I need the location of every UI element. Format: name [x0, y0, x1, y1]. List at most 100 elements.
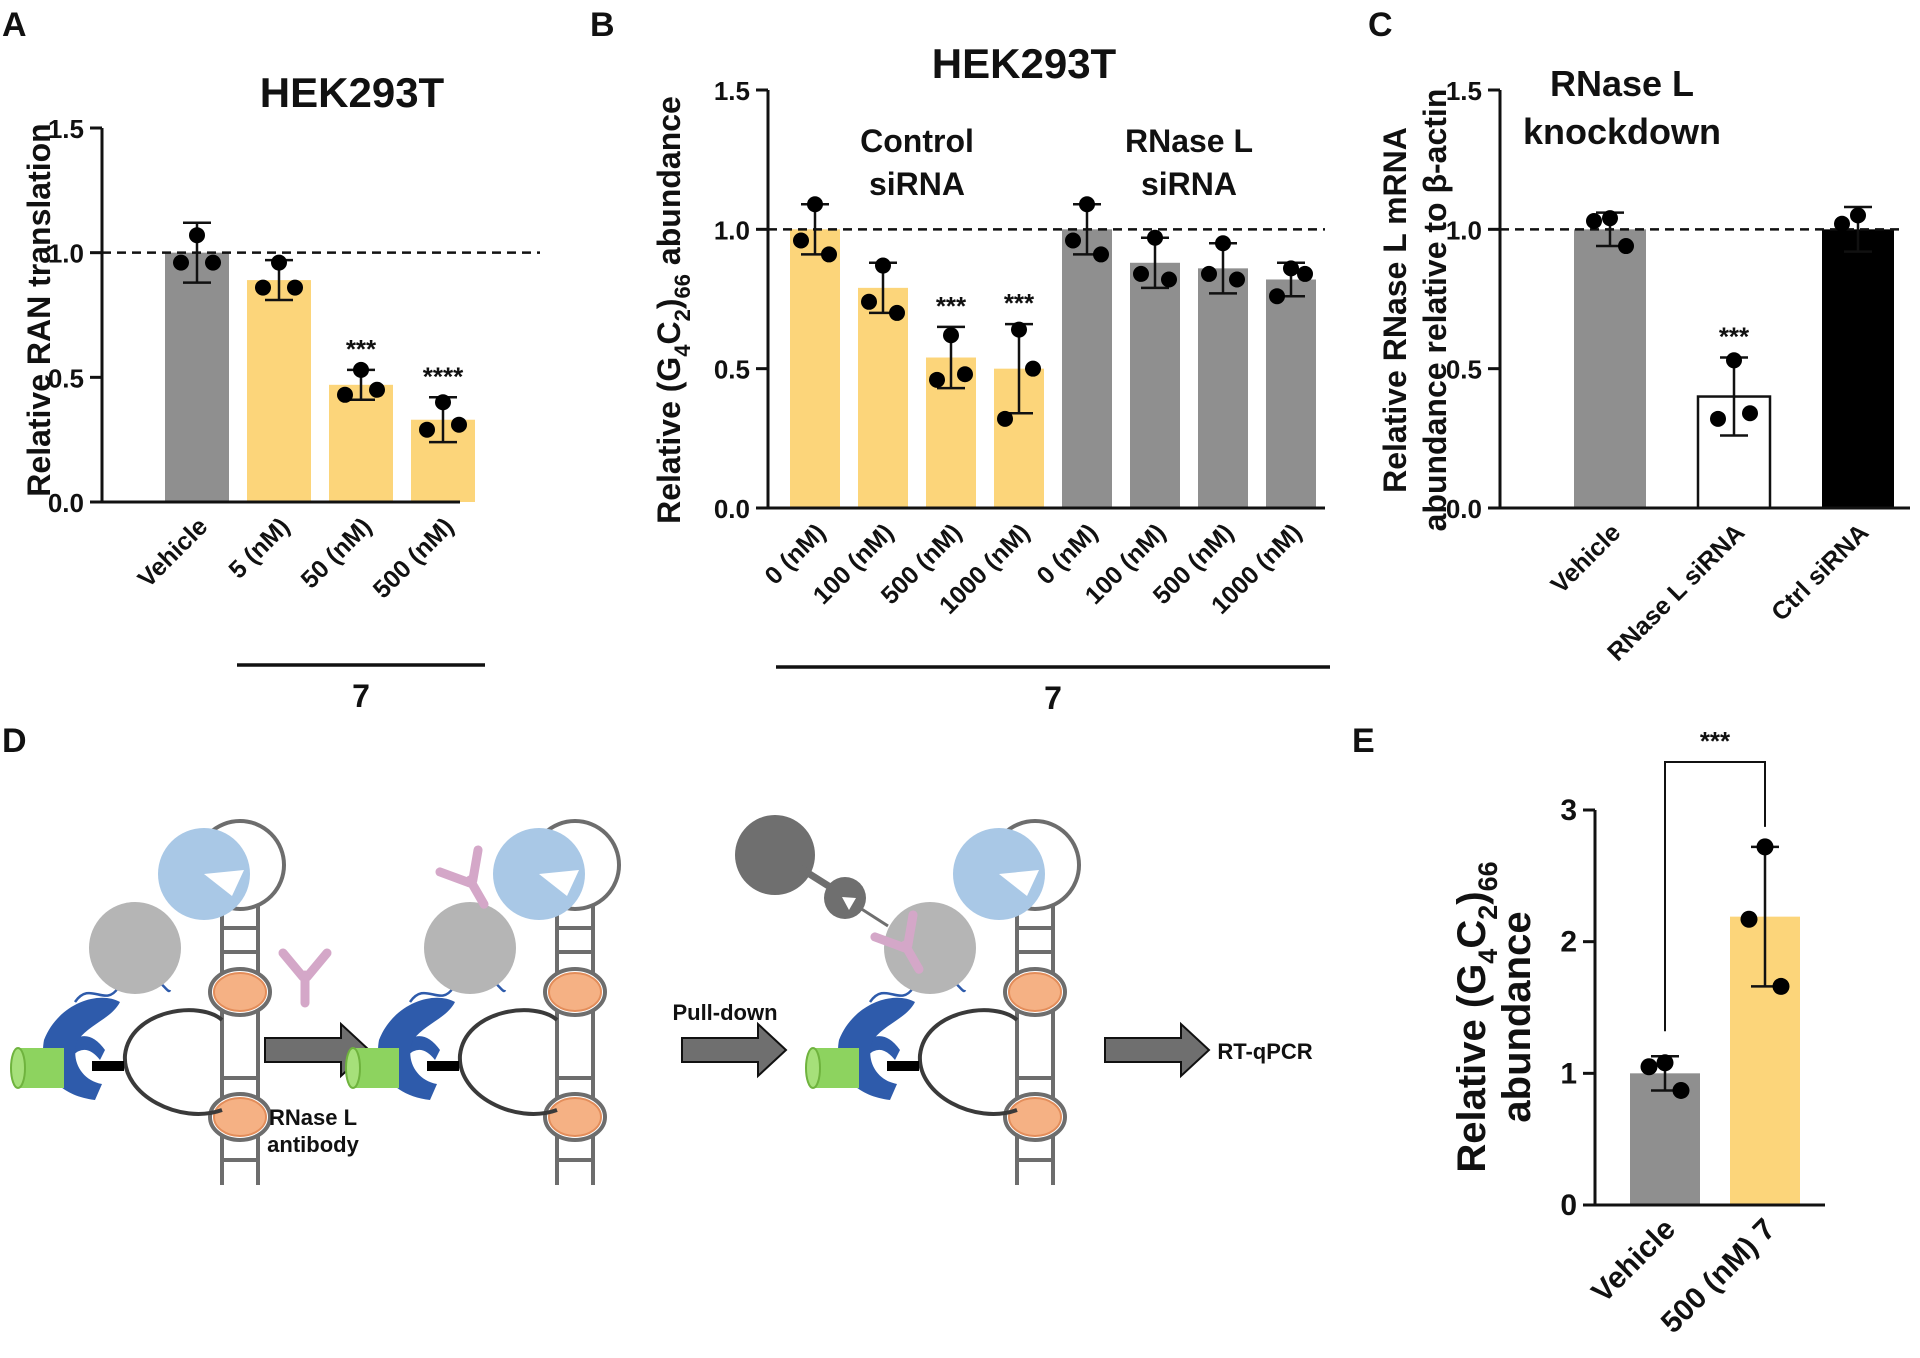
panel-c-x-tick-label: Vehicle: [1546, 518, 1627, 599]
panel-e-y-tick-label: 0: [1560, 1189, 1577, 1222]
panel-b-data-point: [1133, 265, 1149, 282]
panel-b-data-point: [807, 196, 823, 213]
panel-a: A HEK293T Relative RAN translation 0.00.…: [2, 6, 540, 714]
antibody-icon-free: [283, 953, 327, 1003]
panel-a-data-point: [337, 386, 353, 403]
panel-b-data-point: [957, 366, 973, 383]
panel-c-plot: 0.0 0.5 1.0 1.5 Vehicle *** RNase L siRNA Ctrl …: [1446, 76, 1910, 667]
panel-b-data-point: [889, 304, 905, 321]
panel-b-bar: [1130, 262, 1180, 508]
panel-e: E Relative (G4C2)66 abundance 0 1 2 3 Vehicl…: [1352, 722, 1825, 1340]
panel-a-data-point: [451, 416, 467, 433]
panel-e-comparison-bracket: [1664, 761, 1766, 1032]
panel-c-data-point: [1866, 232, 1882, 249]
panel-letter-e: E: [1352, 722, 1375, 760]
panel-a-y-tick-label: 0.0: [48, 488, 84, 518]
panel-b-significance: ***: [1004, 288, 1035, 318]
panel-b-y-axis-label: Relative (G4C2)66 abundance: [651, 96, 695, 524]
pulldown-label: Pull-down: [672, 1000, 777, 1025]
panel-e-data-point: [1640, 1058, 1658, 1076]
panel-letter-d: D: [2, 722, 27, 760]
panel-a-data-point: [271, 254, 287, 271]
panel-a-group-label: 7: [352, 678, 370, 714]
panel-b-group-annotation-line2: siRNA: [869, 166, 965, 202]
panel-b-data-point: [1269, 288, 1285, 305]
panel-c-y-tick-label: 1.5: [1446, 76, 1482, 106]
panel-letter-b: B: [590, 6, 615, 44]
panel-c-y-tick-label: 1.0: [1446, 215, 1482, 245]
panel-letter-a: A: [2, 6, 27, 44]
panel-e-data-point: [1740, 910, 1758, 928]
panel-e-y-axis-label-line2: abundance: [1495, 911, 1539, 1122]
panel-e-y-axis-label-line1: Relative (G4C2)66: [1450, 861, 1503, 1172]
panel-a-x-tick-label: Vehicle: [133, 512, 214, 593]
panel-a-y-tick-label: 1.0: [48, 239, 84, 269]
panel-b-data-point: [997, 410, 1013, 427]
panel-a-x-tick-label: 5 (nM): [223, 512, 295, 584]
panel-a-data-point: [353, 361, 369, 378]
panel-c: C RNase L knockdown Relative RNase L mRN…: [1368, 6, 1910, 667]
panel-b-data-point: [1093, 246, 1109, 263]
panel-d: D: [2, 722, 1313, 1187]
arrow-icon-3: [1104, 1023, 1210, 1077]
panel-b-bar: [1266, 279, 1316, 508]
panel-b-bar: [1062, 229, 1112, 509]
bead-icon: [735, 815, 889, 928]
panel-b-bar: [858, 287, 908, 508]
panel-c-data-point: [1602, 210, 1618, 227]
panel-b-title: HEK293T: [932, 40, 1117, 87]
panel-letter-c: C: [1368, 6, 1393, 44]
panel-c-data-point: [1850, 207, 1866, 224]
panel-b-y-tick-label: 1.0: [714, 215, 750, 245]
panel-b-data-point: [1079, 196, 1095, 213]
panel-e-data-point: [1672, 1081, 1690, 1099]
panel-c-data-point: [1586, 212, 1602, 229]
panel-b-group-annotation-line1: RNase L: [1125, 123, 1253, 159]
panel-c-data-point: [1834, 215, 1850, 232]
panel-b-data-point: [861, 293, 877, 310]
panel-b-data-point: [1283, 260, 1299, 277]
panel-c-data-point: [1742, 405, 1758, 422]
panel-b: B HEK293T Relative (G4C2)66 abundance 0.…: [590, 6, 1330, 716]
rna-hairpin-complex-2: [344, 819, 621, 1187]
panel-b-data-point: [875, 257, 891, 274]
panel-b-y-tick-label: 0.5: [714, 355, 750, 385]
panel-c-x-tick-label: Ctrl siRNA: [1766, 518, 1874, 626]
panel-a-x-tick-label: 500 (nM): [368, 512, 460, 604]
panel-b-data-point: [1229, 271, 1245, 288]
panel-c-title-line1: RNase L: [1550, 63, 1694, 104]
panel-c-y-axis-label-line1: Relative RNase L mRNA: [1377, 127, 1413, 493]
panel-b-data-point: [1025, 360, 1041, 377]
panel-a-data-point: [369, 381, 385, 398]
panel-e-bar: [1630, 1073, 1700, 1205]
panel-b-plot: 0.00.51.01.50 (nM)100 (nM)***500 (nM)***…: [714, 76, 1330, 716]
panel-b-group-label: 7: [1044, 680, 1062, 716]
panel-a-data-point: [205, 254, 221, 271]
panel-b-y-tick-label: 1.5: [714, 76, 750, 106]
panel-e-comparison-label: ***: [1700, 726, 1731, 756]
panel-b-significance: ***: [936, 291, 967, 321]
panel-a-x-tick-label: 50 (nM): [296, 512, 378, 594]
panel-a-y-tick-label: 0.5: [48, 363, 84, 393]
panel-c-data-point: [1618, 238, 1634, 255]
panel-b-data-point: [821, 246, 837, 263]
panel-b-bar: [790, 229, 840, 509]
panel-a-significance: ****: [423, 361, 464, 391]
panel-b-data-point: [1065, 232, 1081, 249]
panel-b-group-annotation-line1: Control: [860, 123, 974, 159]
panel-c-title-line2: knockdown: [1523, 111, 1721, 152]
panel-b-data-point: [943, 327, 959, 344]
panel-b-data-point: [1147, 229, 1163, 246]
panel-e-y-tick-label: 3: [1560, 794, 1577, 827]
panel-b-data-point: [929, 371, 945, 388]
panel-a-data-point: [287, 279, 303, 296]
panel-e-y-tick-label: 1: [1560, 1057, 1577, 1090]
panel-e-x-tick-label: Vehicle: [1585, 1213, 1681, 1309]
panel-b-data-point: [1161, 271, 1177, 288]
panel-a-data-point: [173, 254, 189, 271]
rna-hairpin-complex-3: [804, 819, 1081, 1187]
panel-b-data-point: [1011, 321, 1027, 338]
panel-a-significance: ***: [346, 334, 377, 364]
panel-a-bar: [247, 280, 311, 502]
